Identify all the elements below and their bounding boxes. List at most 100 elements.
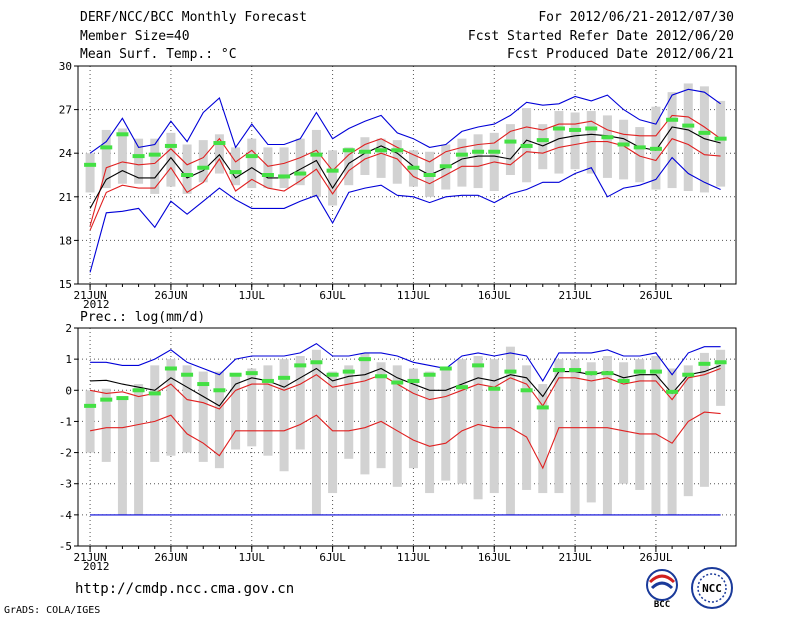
prec-green-marker [391, 380, 404, 385]
temp-green-marker [504, 139, 517, 144]
temp-x-tick-label: 16JUL [478, 289, 511, 302]
prec-green-marker [504, 369, 517, 374]
prec-y-tick-label: 1 [65, 353, 72, 366]
prec-x-tick-label: 26JUL [639, 551, 672, 564]
temp-x-tick-label: 21JUL [559, 289, 592, 302]
temp-green-marker [261, 173, 274, 177]
temp-green-marker [213, 141, 226, 146]
prec-spread-bar [716, 349, 726, 406]
prec-x-tick-label: 1JUL [239, 551, 266, 564]
prec-green-marker [569, 368, 582, 373]
temp-green-marker [455, 152, 468, 157]
prec-spread-bar [231, 374, 241, 450]
prec-green-marker [84, 403, 97, 408]
temp-spread-bar [635, 127, 645, 183]
temp-green-marker [649, 146, 662, 151]
temp-green-marker [439, 164, 452, 169]
temp-spread-bar [667, 92, 677, 189]
temp-spread-bar [166, 132, 176, 187]
temp-green-marker [714, 136, 727, 141]
temp-y-tick-label: 30 [59, 60, 72, 73]
temp-line-ensemble-mean [89, 126, 721, 209]
temp-spread-bar [505, 124, 515, 175]
prec-x-tick-label: 26JUN [154, 551, 187, 564]
chart-title: DERF/NCC/BCC Monthly Forecast [80, 10, 307, 25]
prec-y-tick-label: -5 [59, 540, 72, 553]
temp-spread-bar [392, 140, 402, 184]
variable-label: Mean Surf. Temp.: °C [80, 47, 237, 62]
temp-spread-bar [554, 111, 564, 174]
temp-green-marker [245, 154, 258, 159]
ncc-logo-icon: NCC [691, 567, 733, 609]
temp-spread-bar [376, 138, 386, 178]
prec-green-marker [601, 371, 614, 376]
prec-green-marker [423, 372, 436, 377]
temp-green-marker [423, 173, 436, 177]
temp-green-marker [617, 142, 630, 147]
prec-x-tick-label: 6JUL [319, 551, 346, 564]
temp-x-tick-label: 1JUL [239, 289, 266, 302]
temp-spread-bar [683, 83, 693, 191]
temp-spread-bar [85, 153, 95, 193]
prec-y-tick-label: -4 [59, 509, 73, 522]
temp-x-tick-label: 6JUL [319, 289, 346, 302]
precip-variable-label: Prec.: log(mm/d) [80, 310, 206, 325]
prec-spread-bar [360, 352, 370, 475]
temp-spread-bar [619, 119, 629, 180]
temp-spread-bar [231, 147, 241, 186]
prec-spread-bar [392, 365, 402, 487]
prec-spread-bar [619, 362, 629, 484]
prec-green-marker [714, 360, 727, 365]
source-url: http://cmdp.ncc.cma.gov.cn [75, 581, 295, 597]
prec-green-marker [100, 397, 113, 402]
prec-x-tick-label: 21JUL [559, 551, 592, 564]
temp-spread-bar [279, 147, 289, 189]
temp-spread-bar [586, 111, 596, 174]
temp-green-marker [536, 138, 549, 143]
prec-green-marker [536, 405, 549, 410]
temp-green-marker [358, 149, 371, 154]
ncc-logo-text: NCC [702, 582, 722, 595]
prec-green-marker [682, 372, 695, 377]
prec-frame [77, 327, 737, 547]
prec-spread-bar [134, 384, 144, 515]
temp-x-tick-label: 11JUL [397, 289, 430, 302]
produced-date-label: Fcst Produced Date 2012/06/21 [507, 47, 734, 62]
temp-spread-bar [150, 138, 160, 194]
temp-x-tick-label: 26JUL [639, 289, 672, 302]
bcc-logo-icon: BCC [646, 569, 678, 608]
temp-green-marker [181, 173, 194, 177]
prec-line-ensemble-mean [90, 364, 721, 407]
forecast-period-label: For 2012/06/21-2012/07/30 [538, 10, 734, 25]
prec-spread-bar [198, 371, 208, 462]
temp-spread-bar [699, 86, 709, 193]
temp-y-tick-label: 15 [59, 278, 72, 291]
prec-spread-bar [699, 352, 709, 487]
prec-spread-bar [166, 359, 176, 456]
temp-spread-bar [344, 147, 354, 186]
temp-green-marker [520, 143, 533, 148]
temp-spread-bar [247, 138, 257, 189]
prec-green-marker [358, 357, 371, 362]
prec-green-marker [633, 369, 646, 374]
prec-spread-bar [425, 371, 435, 494]
prec-green-marker [649, 369, 662, 374]
temp-x-tick-label: 21JUN [74, 289, 107, 302]
member-size-label: Member Size=40 [80, 29, 190, 44]
prec-green-marker [116, 396, 129, 401]
prec-spread-bar [279, 359, 289, 472]
prec-y-tick-label: -1 [59, 415, 72, 428]
prec-spread-bar [117, 399, 127, 515]
started-date-label: Fcst Started Refer Date 2012/06/20 [467, 29, 734, 44]
top-year-label: 2012 [83, 298, 110, 311]
prec-spread-bar [651, 356, 661, 515]
temp-green-marker [391, 148, 404, 153]
temp-green-marker [569, 127, 582, 132]
temp-green-marker [633, 145, 646, 150]
prec-spread-bar [505, 346, 515, 515]
prec-spread-bar [263, 365, 273, 456]
prec-green-marker [666, 389, 679, 394]
temp-green-marker [407, 165, 420, 170]
grads-credit: GrADS: COLA/IGES [4, 605, 101, 616]
